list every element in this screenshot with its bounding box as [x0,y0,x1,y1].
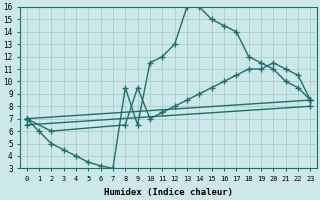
X-axis label: Humidex (Indice chaleur): Humidex (Indice chaleur) [104,188,233,197]
